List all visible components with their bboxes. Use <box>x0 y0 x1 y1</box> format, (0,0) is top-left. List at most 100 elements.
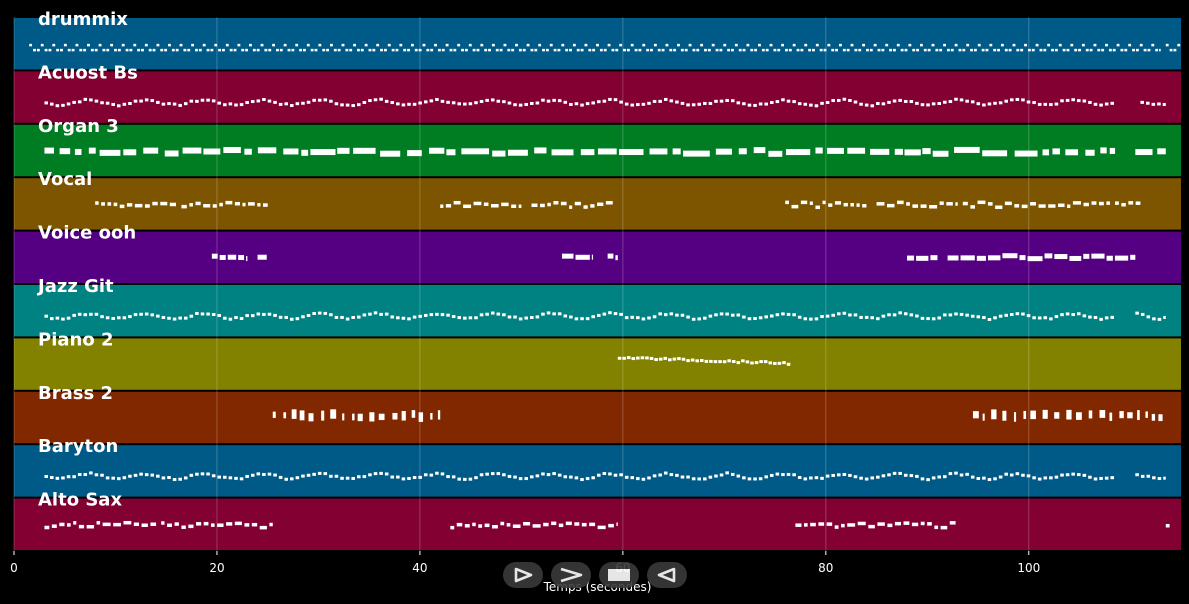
note <box>714 474 718 478</box>
note <box>485 98 489 102</box>
note <box>1130 254 1136 260</box>
note <box>1106 201 1110 205</box>
note <box>954 146 980 153</box>
note <box>569 48 572 52</box>
note <box>83 97 88 101</box>
note <box>823 48 827 52</box>
note <box>858 48 862 52</box>
note <box>696 48 700 52</box>
note <box>252 48 256 52</box>
note <box>746 43 750 47</box>
note <box>773 361 777 365</box>
note <box>972 411 979 419</box>
fast-forward-button[interactable] <box>551 562 591 588</box>
rewind-button[interactable] <box>647 562 687 588</box>
note <box>244 148 252 155</box>
note <box>1037 477 1042 481</box>
note <box>291 409 297 419</box>
note <box>524 102 528 106</box>
note <box>818 522 825 526</box>
note <box>515 43 518 47</box>
note <box>836 312 841 316</box>
note <box>117 316 121 320</box>
note <box>200 472 205 476</box>
note <box>704 48 707 52</box>
note <box>356 475 361 479</box>
note <box>291 48 295 52</box>
note <box>873 43 877 47</box>
note <box>812 48 815 52</box>
note <box>100 101 104 105</box>
note <box>211 99 216 103</box>
note <box>764 102 768 106</box>
note <box>973 48 977 52</box>
stop-button[interactable] <box>599 562 639 588</box>
note <box>580 478 584 482</box>
note <box>160 201 168 206</box>
track-notes <box>617 356 791 366</box>
note <box>574 522 580 526</box>
note <box>101 202 105 206</box>
note <box>233 48 237 52</box>
note <box>1115 201 1119 205</box>
note <box>1072 201 1081 205</box>
note <box>597 148 617 155</box>
note <box>457 43 461 47</box>
note <box>916 48 919 52</box>
play-button[interactable] <box>503 562 543 588</box>
note <box>502 313 506 317</box>
track-lane <box>14 391 1181 444</box>
note <box>212 204 217 208</box>
note <box>426 48 430 52</box>
note <box>1104 476 1109 480</box>
track-label: Jazz Git <box>36 276 114 297</box>
note <box>853 313 858 317</box>
note <box>797 315 802 319</box>
note <box>178 316 182 320</box>
note <box>262 98 266 102</box>
note <box>998 101 1003 105</box>
note <box>373 311 378 315</box>
note <box>591 101 595 105</box>
note <box>592 48 596 52</box>
note <box>796 48 800 52</box>
note <box>819 48 823 52</box>
note <box>133 43 137 47</box>
note <box>133 99 138 103</box>
note <box>245 314 249 318</box>
note <box>881 474 886 478</box>
note <box>295 317 300 321</box>
note <box>1012 43 1016 47</box>
note <box>352 413 355 421</box>
note <box>962 48 966 52</box>
note <box>56 48 60 52</box>
note <box>1049 103 1053 107</box>
note <box>373 98 378 102</box>
note <box>183 316 188 320</box>
note <box>67 523 71 527</box>
note <box>422 43 426 47</box>
note <box>364 43 368 47</box>
note <box>959 473 964 477</box>
note <box>273 473 277 477</box>
note <box>195 472 199 476</box>
note <box>572 43 576 47</box>
note <box>450 525 455 530</box>
note <box>283 148 299 155</box>
note <box>1165 523 1170 528</box>
note <box>1042 409 1048 419</box>
note <box>379 312 383 316</box>
note <box>841 523 845 528</box>
note <box>412 102 417 106</box>
note <box>714 313 718 317</box>
note <box>862 43 865 47</box>
note <box>876 317 880 321</box>
note <box>1000 43 1004 47</box>
note <box>418 48 422 52</box>
note <box>896 43 900 47</box>
note <box>634 48 638 52</box>
note <box>518 477 523 481</box>
note <box>384 472 389 476</box>
note <box>926 317 930 321</box>
note <box>1088 100 1092 104</box>
